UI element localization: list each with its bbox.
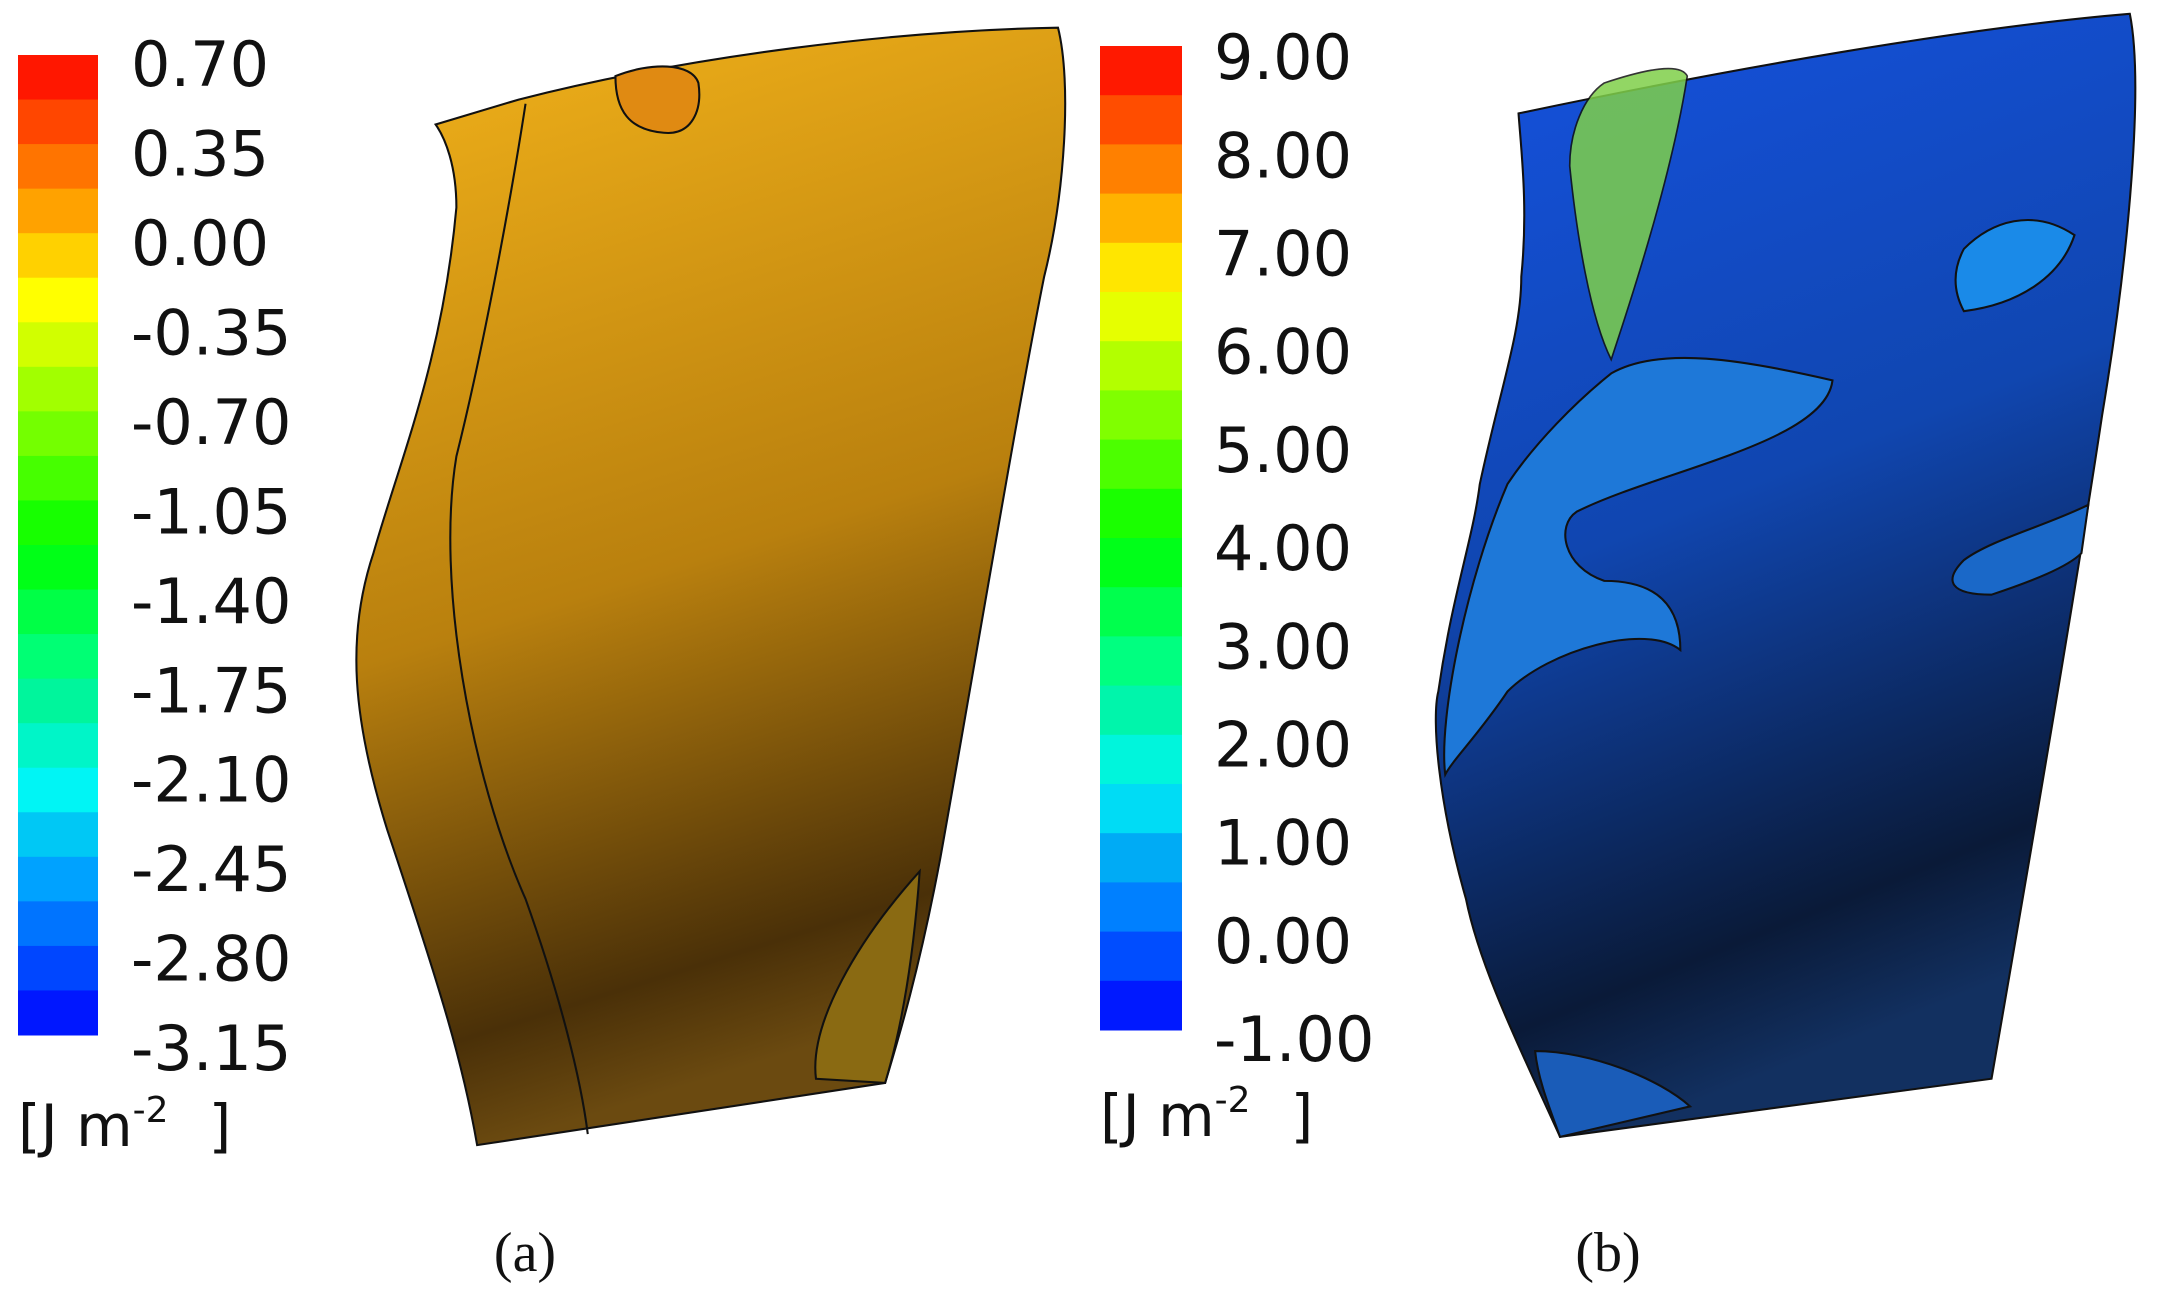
colorbar-band <box>1100 390 1182 441</box>
colorbar-band <box>18 589 98 635</box>
colorbar-band <box>18 144 98 190</box>
blade-a <box>355 26 1067 1147</box>
unit-exponent: -2 <box>133 1090 169 1131</box>
colorbar-band <box>18 500 98 546</box>
contour-region <box>1533 1050 1693 1139</box>
colorbar-band <box>18 723 98 769</box>
tick-label: -1.05 <box>131 475 291 548</box>
tick-label: 0.00 <box>1214 905 1352 978</box>
caption: (b) <box>1575 1222 1640 1284</box>
colorbar-band <box>1100 636 1182 687</box>
unit-label: [J m-2] <box>1100 1080 1313 1150</box>
colorbar-band <box>18 678 98 724</box>
colorbar-band <box>18 188 98 234</box>
colorbar-band <box>18 945 98 991</box>
unit-text: ] <box>1291 1082 1314 1150</box>
colorbar-band <box>18 634 98 680</box>
contour-region <box>814 868 921 1084</box>
tick-label: 6.00 <box>1214 316 1352 389</box>
colorbar-band <box>1100 46 1182 96</box>
tick-label: -2.10 <box>131 744 291 817</box>
tick-label: 7.00 <box>1214 217 1352 290</box>
tick-label: -1.75 <box>131 654 291 727</box>
colorbar-band <box>18 767 98 813</box>
contour-region <box>1568 67 1689 362</box>
colorbar-band <box>18 990 98 1036</box>
tick-label: 0.35 <box>131 118 269 191</box>
colorbar-band <box>18 856 98 902</box>
tick-label: -0.70 <box>131 386 291 459</box>
colorbar-band <box>1100 193 1182 244</box>
tick-label: -2.45 <box>131 833 291 906</box>
tick-label: 3.00 <box>1214 610 1352 683</box>
colorbar-band <box>1100 833 1182 883</box>
tick-label: 4.00 <box>1214 512 1352 585</box>
colorbar-band <box>1100 882 1182 933</box>
colorbar-band <box>1100 488 1182 539</box>
colorbar-band <box>1100 538 1182 588</box>
colorbar: 0.70 0.35 0.00 -0.35 -0.70 -1.05 -1.40 -1.75 -2.… <box>18 28 291 1160</box>
unit-text: [J m <box>18 1092 133 1160</box>
tick-label: 2.00 <box>1214 708 1352 781</box>
tick-label: 0.70 <box>131 28 269 101</box>
colorbar-band <box>18 455 98 501</box>
colorbar-band <box>1100 292 1182 342</box>
unit-exponent: -2 <box>1215 1080 1251 1121</box>
contour-region <box>1951 502 2090 596</box>
colorbar-band <box>18 233 98 279</box>
unit-text: ] <box>209 1092 232 1160</box>
colorbar-band <box>18 901 98 947</box>
contour-region <box>1954 219 2076 313</box>
colorbar-band <box>1100 144 1182 195</box>
tick-label: -2.80 <box>131 923 291 996</box>
colorbar-band <box>1100 95 1182 145</box>
tick-label: -3.15 <box>131 1012 291 1085</box>
colorbar-band <box>1100 242 1182 293</box>
tick-label: -1.00 <box>1214 1003 1374 1076</box>
contour-region <box>614 65 701 134</box>
tick-label: 0.00 <box>131 207 269 280</box>
unit-text: [J m <box>1100 1082 1215 1150</box>
colorbar-band <box>1100 685 1182 736</box>
colorbar-band <box>18 366 98 412</box>
colorbar-band <box>1100 784 1182 834</box>
tick-label: 8.00 <box>1214 119 1352 192</box>
tick-label: 1.00 <box>1214 807 1352 880</box>
colorbar-band <box>18 812 98 858</box>
contour-line <box>449 103 589 1135</box>
colorbar-band <box>1100 341 1182 391</box>
contour-region <box>1443 356 1834 779</box>
colorbar-band <box>18 545 98 591</box>
tick-label: -0.35 <box>131 296 291 369</box>
colorbar-band <box>18 411 98 457</box>
tick-label: 5.00 <box>1214 414 1352 487</box>
tick-label: 9.00 <box>1214 21 1352 94</box>
colorbar-band <box>18 322 98 368</box>
colorbar-band <box>1100 931 1182 982</box>
tick-label: -1.40 <box>131 565 291 638</box>
colorbar-band <box>18 99 98 145</box>
colorbar: 9.00 8.00 7.00 6.00 5.00 4.00 3.00 2.00 1.00 0.00… <box>1100 21 1374 1150</box>
colorbar-band <box>1100 734 1182 785</box>
colorbar-band <box>18 277 98 323</box>
colorbar-band <box>1100 587 1182 637</box>
colorbar-band <box>1100 439 1182 490</box>
colorbar-band <box>1100 980 1182 1031</box>
caption: (a) <box>494 1222 556 1284</box>
contour-plots <box>355 12 2137 1147</box>
colorbar-band <box>18 55 98 101</box>
unit-label: [J m-2] <box>18 1090 231 1160</box>
